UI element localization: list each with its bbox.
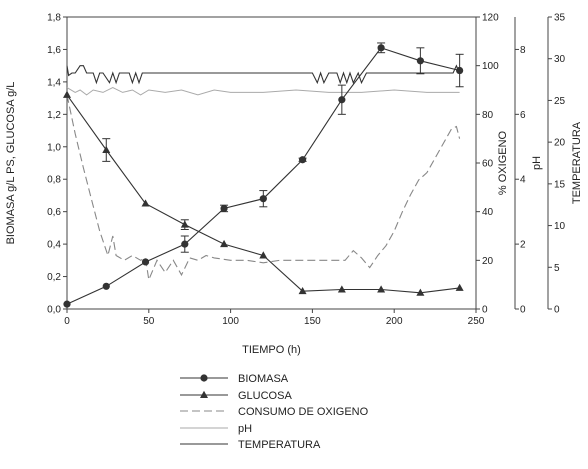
point-glucosa <box>377 285 386 293</box>
point-glucosa <box>63 90 71 98</box>
temp-tick-label: 35 <box>554 13 566 24</box>
point-glucosa <box>180 220 189 228</box>
point-glucosa <box>259 251 268 259</box>
point-glucosa <box>220 239 229 248</box>
left-tick-label: 0,8 <box>47 175 61 186</box>
temp-tick-label: 10 <box>554 221 566 232</box>
left-tick-label: 1,6 <box>47 45 61 56</box>
x-tick-label: 250 <box>468 316 485 327</box>
x-tick-label: 100 <box>222 316 239 327</box>
oxygen-tick-label: 100 <box>482 61 499 72</box>
point-glucosa <box>141 199 150 207</box>
temp-tick-label: 20 <box>554 138 566 149</box>
left-tick-label: 0,6 <box>47 207 61 218</box>
oxygen-axis-title: % OXIGENO <box>497 130 509 195</box>
series-line-ph <box>66 87 460 96</box>
point-glucosa <box>337 285 346 293</box>
oxygen-tick-label: 60 <box>482 159 494 170</box>
point-biomasa <box>141 258 150 266</box>
x-tick-label: 0 <box>64 316 70 327</box>
x-tick-label: 50 <box>143 316 155 327</box>
left-tick-label: 1,4 <box>47 77 61 88</box>
x-axis-title: TIEMPO (h) <box>242 344 301 356</box>
temp-tick-label: 25 <box>554 96 566 107</box>
left-tick-label: 0,0 <box>47 305 61 316</box>
ph-tick-label: 6 <box>520 110 526 121</box>
series-line-temperatura <box>66 64 461 85</box>
oxygen-tick-label: 80 <box>482 110 494 121</box>
temp-tick-label: 5 <box>554 263 560 274</box>
ph-tick-label: 8 <box>520 45 526 56</box>
point-biomasa <box>102 282 110 290</box>
point-glucosa <box>298 286 307 295</box>
oxygen-tick-label: 120 <box>482 13 499 24</box>
legend-label-biomasa: BIOMASA <box>238 373 289 385</box>
point-biomasa <box>338 96 346 104</box>
point-biomasa <box>377 44 385 52</box>
point-biomasa <box>298 156 307 164</box>
point-biomasa <box>456 66 464 75</box>
point-glucosa <box>455 283 464 291</box>
left-tick-label: 1,2 <box>47 110 61 121</box>
ph-tick-label: 4 <box>520 175 526 186</box>
point-biomasa <box>416 57 424 65</box>
x-tick-label: 200 <box>386 316 403 327</box>
left-tick-label: 1,8 <box>47 13 61 24</box>
point-biomasa <box>220 204 228 213</box>
oxygen-tick-label: 20 <box>482 256 494 267</box>
legend-marker-glucosa <box>200 390 208 398</box>
ph-tick-label: 0 <box>520 305 526 316</box>
point-glucosa <box>102 145 111 154</box>
legend-label-glucosa: GLUCOSA <box>238 390 292 402</box>
x-tick-label: 150 <box>304 316 321 327</box>
ph-axis-title: pH <box>531 156 543 170</box>
legend-marker-biomasa <box>200 374 208 382</box>
oxygen-tick-label: 40 <box>482 207 494 218</box>
left-axis-title: BIOMASA g/L PS, GLUCOSA g/L <box>5 82 17 245</box>
ph-tick-label: 2 <box>520 240 526 251</box>
point-biomasa <box>63 300 71 308</box>
point-biomasa <box>259 195 267 203</box>
temp-tick-label: 0 <box>554 305 560 316</box>
oxygen-tick-label: 0 <box>482 305 488 316</box>
point-biomasa <box>181 240 189 248</box>
temp-tick-label: 15 <box>554 179 566 190</box>
point-glucosa <box>416 288 425 296</box>
legend-label-temperatura: TEMPERATURA <box>238 439 321 451</box>
temp-axis-title: TEMPERATURA <box>571 121 583 204</box>
temp-tick-label: 30 <box>554 54 566 65</box>
legend-label-ph: pH <box>238 423 252 435</box>
legend-label-consumo-de-oxigeno: CONSUMO DE OXIGENO <box>238 406 369 418</box>
series-line-consumo-de-oxigeno <box>66 94 461 282</box>
left-tick-label: 0,4 <box>47 240 61 251</box>
left-tick-label: 0,2 <box>47 272 61 283</box>
left-tick-label: 1,0 <box>47 142 61 153</box>
